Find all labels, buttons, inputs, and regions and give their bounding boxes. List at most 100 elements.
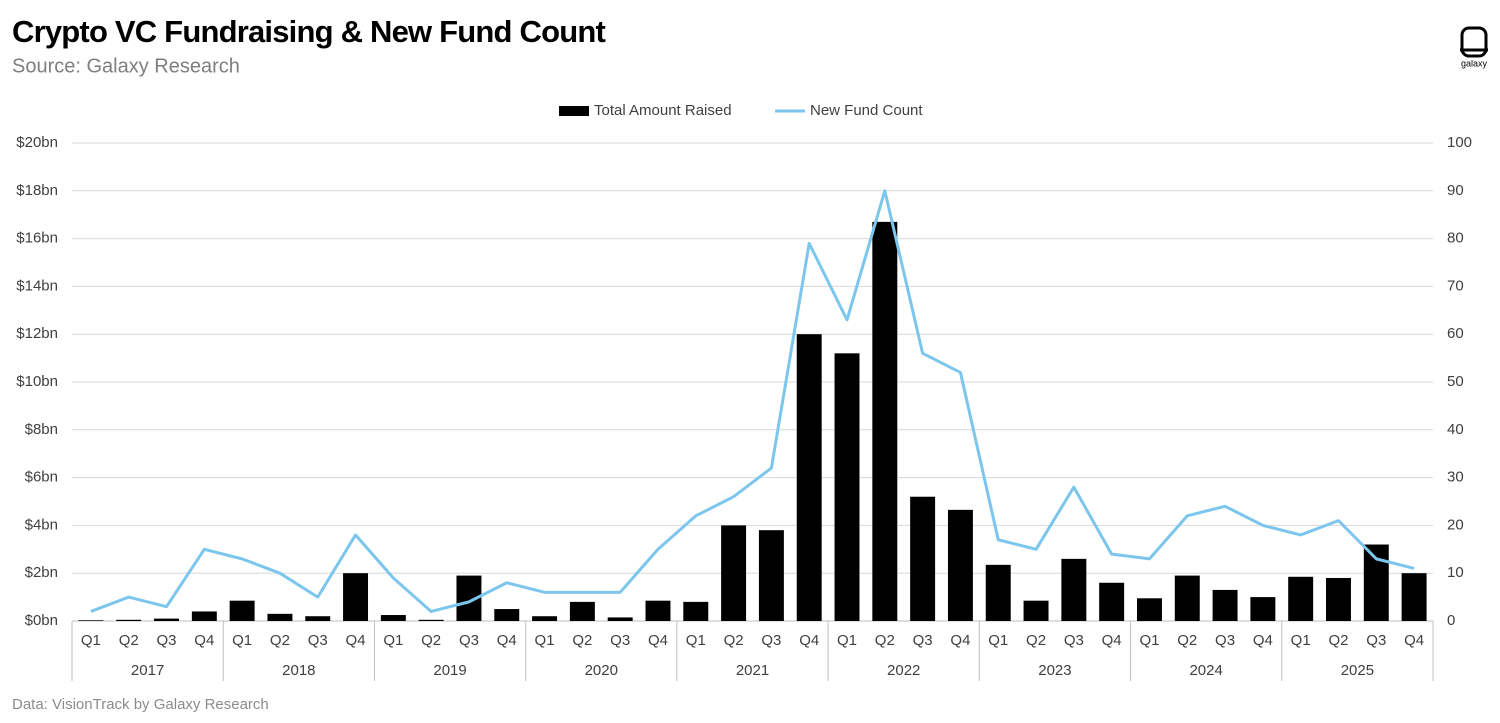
group-label: 2017	[131, 662, 164, 679]
bar	[569, 601, 595, 621]
group-label: 2023	[1038, 662, 1071, 679]
y2-tick-label: 60	[1447, 325, 1464, 342]
y-tick-label: $12bn	[16, 325, 58, 342]
bar	[1099, 582, 1125, 621]
group-label: 2018	[282, 662, 315, 679]
x-tick-label: Q2	[119, 632, 139, 649]
footer-note: Data: VisionTrack by Galaxy Research	[12, 696, 269, 713]
x-tick-label: Q4	[799, 632, 819, 649]
x-tick-label: Q4	[497, 632, 517, 649]
bar	[116, 619, 142, 621]
group-label: 2025	[1341, 662, 1374, 679]
y2-tick-label: 70	[1447, 277, 1464, 294]
x-tick-label: Q3	[1366, 632, 1386, 649]
x-tick-label: Q4	[1102, 632, 1122, 649]
group-label: 2021	[736, 662, 769, 679]
logo-icon	[1460, 26, 1488, 58]
bar	[947, 509, 973, 621]
x-tick-label: Q1	[383, 632, 403, 649]
x-tick-label: Q3	[308, 632, 328, 649]
x-tick-label: Q4	[1404, 632, 1424, 649]
group-label: 2022	[887, 662, 920, 679]
x-tick-label: Q4	[1253, 632, 1273, 649]
bar	[1212, 589, 1238, 621]
legend-label: New Fund Count	[810, 102, 923, 119]
x-tick-label: Q1	[81, 632, 101, 649]
x-tick-label: Q2	[1026, 632, 1046, 649]
bar	[305, 616, 331, 621]
logo-text: galaxy	[1461, 58, 1488, 68]
x-tick-label: Q2	[421, 632, 441, 649]
x-tick-label: Q3	[761, 632, 781, 649]
y-tick-label: $14bn	[16, 277, 58, 294]
x-tick-label: Q4	[346, 632, 366, 649]
bar	[1401, 573, 1427, 621]
x-tick-label: Q2	[724, 632, 744, 649]
x-tick-label: Q1	[686, 632, 706, 649]
bar	[1288, 576, 1314, 621]
x-tick-label: Q1	[232, 632, 252, 649]
bar	[532, 616, 558, 621]
bar	[1174, 575, 1200, 621]
bar	[343, 573, 369, 621]
x-tick-label: Q4	[950, 632, 970, 649]
y-tick-label: $0bn	[25, 612, 58, 629]
chart-title: Crypto VC Fundraising & New Fund Count	[12, 14, 605, 49]
chart-subtitle: Source: Galaxy Research	[12, 55, 240, 77]
legend-label: Total Amount Raised	[594, 102, 732, 119]
x-tick-label: Q3	[1215, 632, 1235, 649]
legend-swatch	[559, 106, 589, 116]
bar	[910, 496, 936, 621]
x-tick-label: Q3	[610, 632, 630, 649]
bar	[418, 619, 444, 621]
x-tick-label: Q4	[194, 632, 214, 649]
y-tick-label: $16bn	[16, 230, 58, 247]
bar	[154, 618, 179, 621]
x-tick-label: Q1	[988, 632, 1008, 649]
x-tick-label: Q3	[157, 632, 177, 649]
y-tick-label: $20bn	[16, 134, 58, 151]
bar	[1023, 600, 1049, 621]
bar	[721, 525, 747, 621]
x-tick-label: Q1	[1139, 632, 1159, 649]
x-tick-label: Q2	[270, 632, 290, 649]
x-tick-label: Q2	[1328, 632, 1348, 649]
y2-tick-label: 30	[1447, 469, 1464, 486]
bar	[607, 617, 633, 621]
x-tick-label: Q3	[1064, 632, 1084, 649]
bar	[834, 353, 860, 621]
bar	[645, 600, 671, 621]
bar	[796, 334, 822, 621]
y2-tick-label: 20	[1447, 516, 1464, 533]
x-tick-label: Q3	[913, 632, 933, 649]
bar	[683, 601, 709, 621]
y-tick-label: $8bn	[25, 421, 58, 438]
x-tick-label: Q2	[875, 632, 895, 649]
bar	[191, 611, 217, 621]
bar	[78, 620, 104, 621]
y2-tick-label: 50	[1447, 373, 1464, 390]
x-tick-label: Q1	[1291, 632, 1311, 649]
y-tick-label: $4bn	[25, 516, 58, 533]
x-tick-label: Q2	[1177, 632, 1197, 649]
y2-tick-label: 90	[1447, 182, 1464, 199]
y-tick-label: $2bn	[25, 564, 58, 581]
y2-tick-label: 100	[1447, 134, 1472, 151]
bar	[229, 600, 255, 621]
x-tick-label: Q1	[535, 632, 555, 649]
group-label: 2020	[585, 662, 618, 679]
x-tick-label: Q3	[459, 632, 479, 649]
logo: galaxy	[1460, 26, 1488, 68]
bar	[1061, 558, 1087, 621]
y-tick-label: $6bn	[25, 469, 58, 486]
y2-tick-label: 80	[1447, 230, 1464, 247]
group-label: 2019	[433, 662, 466, 679]
bar	[1250, 597, 1276, 621]
bar	[1363, 544, 1389, 621]
bar	[1326, 577, 1351, 621]
bar	[494, 609, 520, 621]
y2-tick-label: 40	[1447, 421, 1464, 438]
bar	[985, 564, 1011, 621]
y-tick-label: $18bn	[16, 182, 58, 199]
